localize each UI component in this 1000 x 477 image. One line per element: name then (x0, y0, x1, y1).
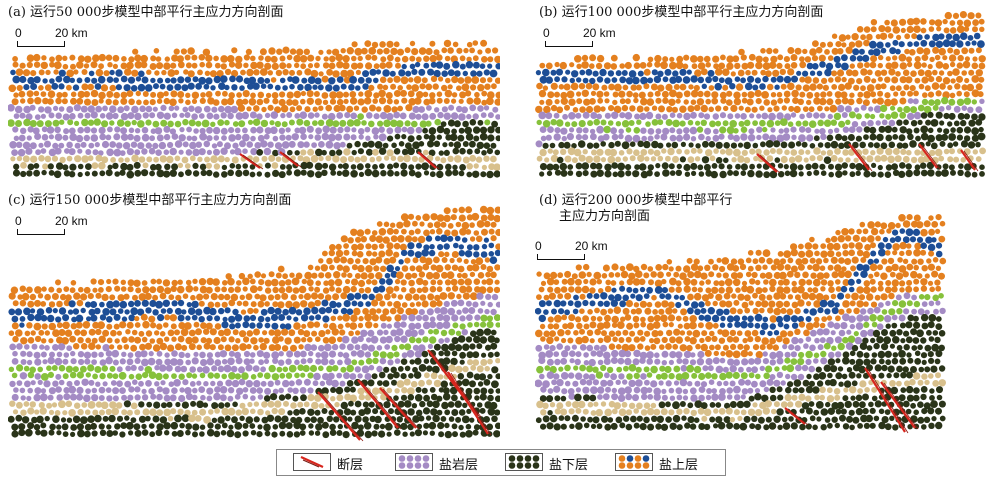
legend-label: 断层 (337, 458, 364, 473)
scale-zero: 0 (543, 26, 550, 40)
scale-line (17, 229, 65, 235)
scale-zero: 0 (535, 239, 542, 253)
scale-bar: 0 20 km (15, 214, 105, 236)
section-b (535, 11, 986, 179)
scale-line (537, 254, 585, 260)
panel-d: (d) 运行200 000步模型中部平行 主应力方向剖面 0 20 km (535, 192, 995, 444)
scale-length: 20 km (583, 26, 616, 40)
scale-bar: 0 20 km (15, 26, 105, 48)
panel-title: (a) 运行50 000步模型中部平行主应力方向剖面 (8, 5, 284, 20)
scale-zero: 0 (15, 26, 22, 40)
legend-label: 盐岩层 (439, 458, 479, 473)
section-a (8, 39, 500, 179)
legend: 断层 盐岩层 盐下层 盐上层 (276, 449, 726, 476)
panel-c: (c) 运行150 000步模型中部平行主应力方向剖面 0 20 km (8, 192, 500, 444)
section-c (8, 205, 500, 442)
legend-label: 盐下层 (549, 458, 589, 473)
scale-length: 20 km (55, 214, 88, 228)
scale-bar: 0 20 km (535, 239, 625, 261)
panel-title-line2: 主应力方向剖面 (559, 209, 651, 224)
scale-line (545, 41, 593, 47)
panel-a: (a) 运行50 000步模型中部平行主应力方向剖面 0 20 km (8, 4, 500, 180)
scale-bar: 0 20 km (543, 26, 633, 48)
legend-label: 盐上层 (659, 458, 699, 473)
section-d (535, 214, 947, 434)
scale-length: 20 km (55, 26, 88, 40)
panel-title: (c) 运行150 000步模型中部平行主应力方向剖面 (8, 193, 292, 208)
scale-length: 20 km (575, 239, 608, 253)
salt-swatch-icon (395, 453, 433, 471)
suprasalt-swatch-icon (615, 453, 653, 471)
fault-icon (293, 453, 331, 471)
panel-b: (b) 运行100 000步模型中部平行主应力方向剖面 0 20 km (535, 4, 995, 180)
panel-title: (b) 运行100 000步模型中部平行主应力方向剖面 (539, 5, 824, 20)
scale-zero: 0 (15, 214, 22, 228)
panel-title: (d) 运行200 000步模型中部平行 (539, 193, 733, 208)
scale-line (17, 41, 65, 47)
subsalt-swatch-icon (505, 453, 543, 471)
